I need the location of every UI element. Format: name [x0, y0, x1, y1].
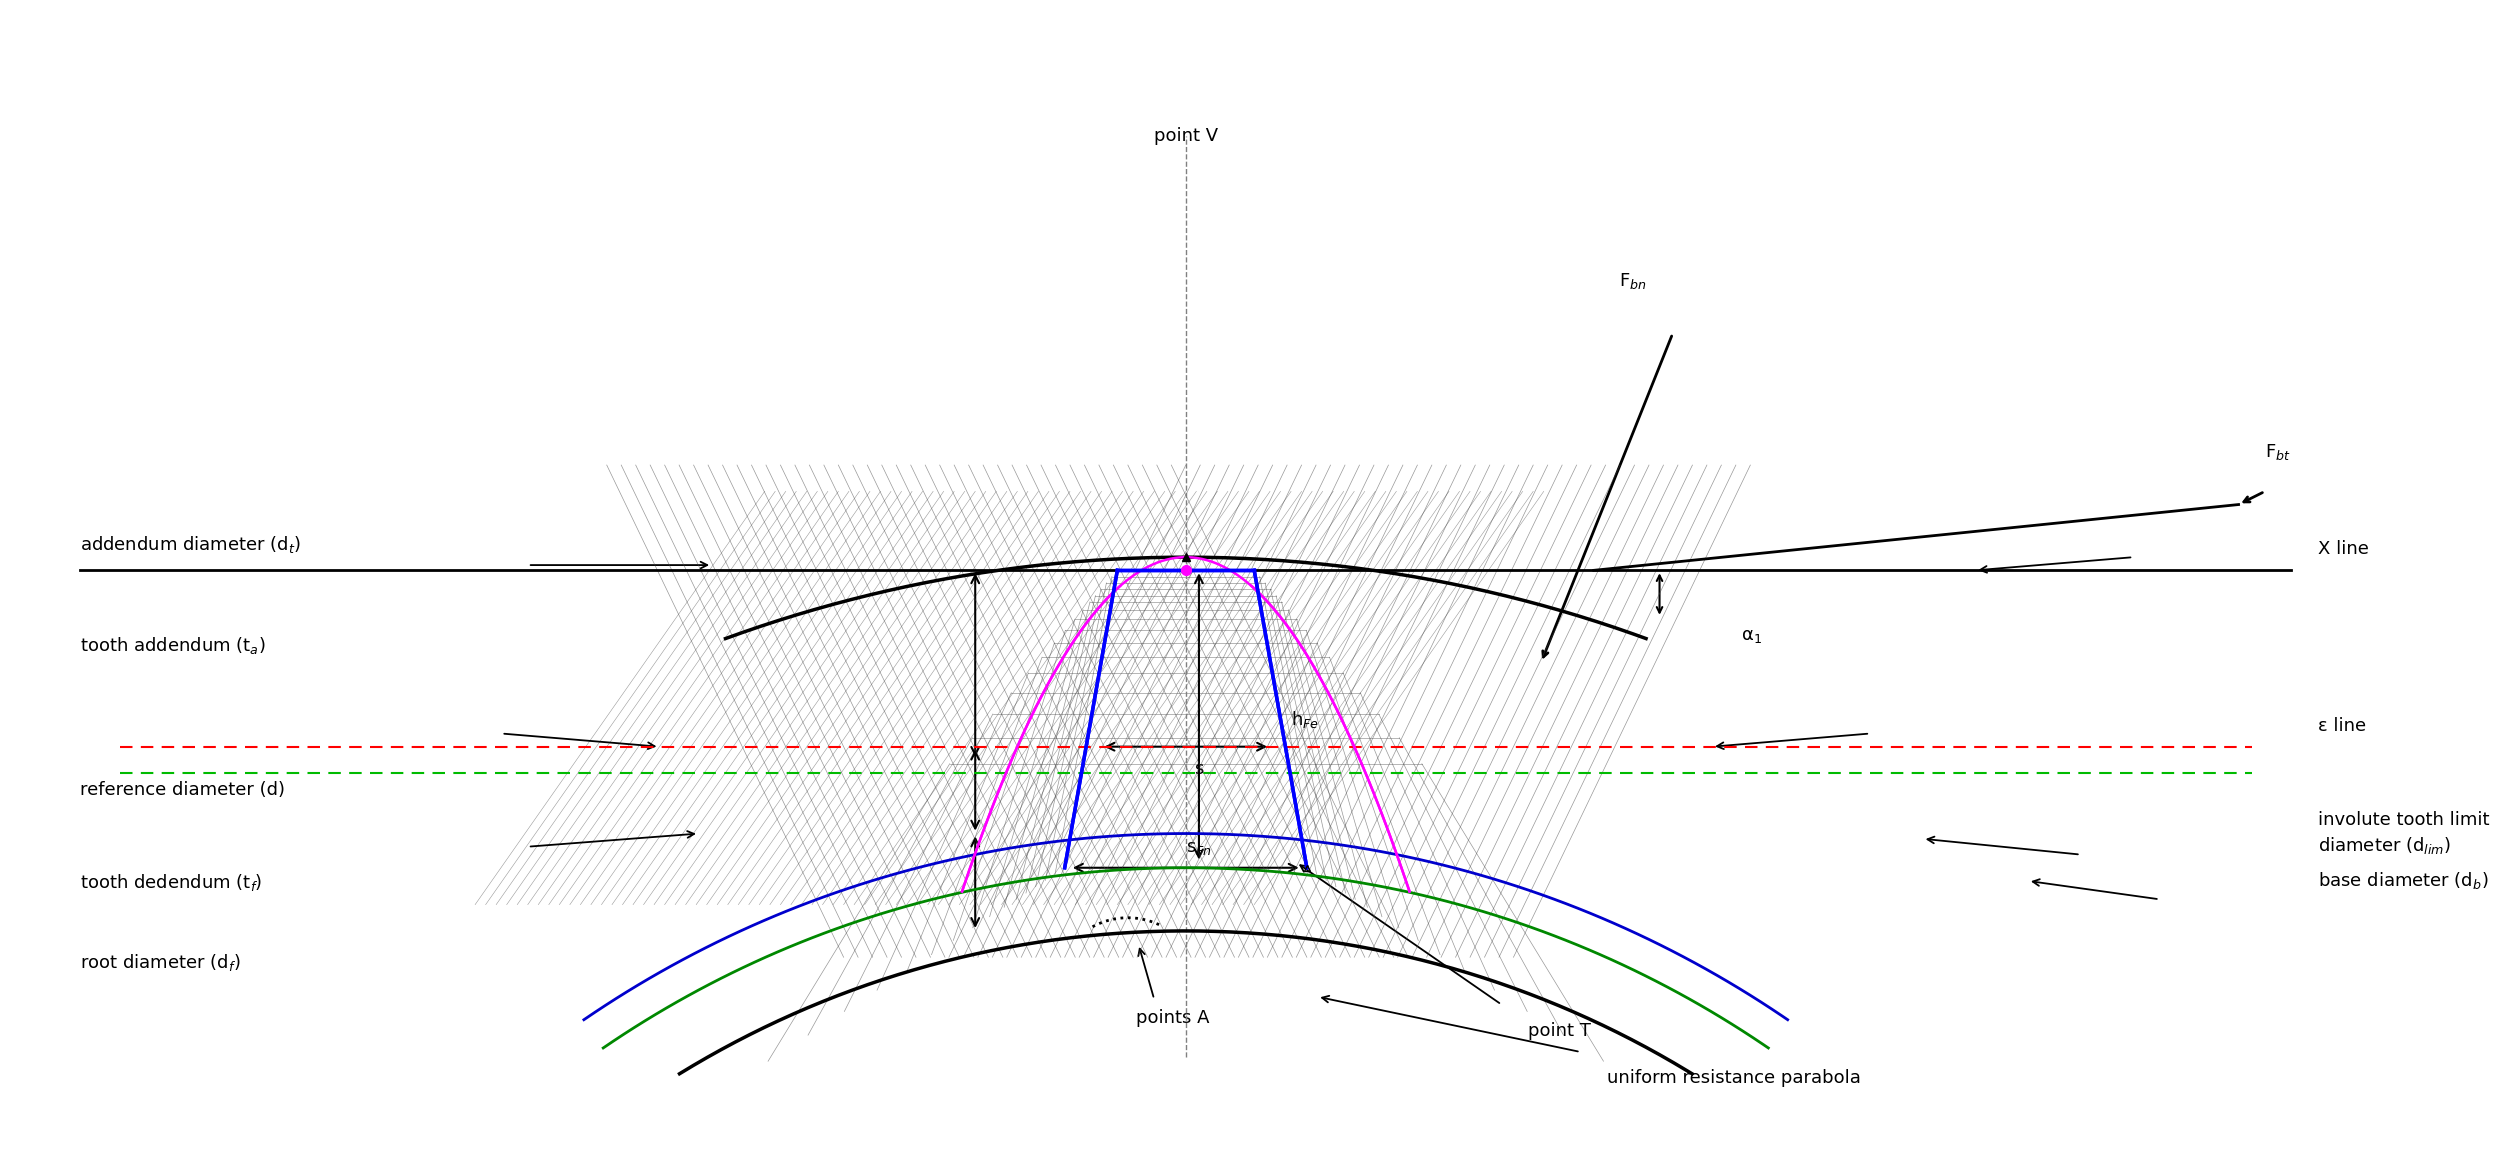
Text: uniform resistance parabola: uniform resistance parabola — [1608, 1069, 1860, 1088]
Text: tooth dedendum (t$_f$): tooth dedendum (t$_f$) — [80, 872, 262, 893]
Text: point V: point V — [1152, 127, 1218, 145]
Polygon shape — [1060, 571, 1312, 868]
Text: tooth addendum (t$_a$): tooth addendum (t$_a$) — [80, 635, 265, 656]
Text: base diameter (d$_b$): base diameter (d$_b$) — [2318, 871, 2488, 892]
Text: α$_1$: α$_1$ — [1740, 627, 1762, 645]
Text: X line: X line — [2318, 540, 2367, 558]
Text: point T: point T — [1528, 1022, 1590, 1040]
Text: s$_{Fn}$: s$_{Fn}$ — [1185, 839, 1212, 858]
Text: ε line: ε line — [2318, 717, 2365, 735]
Text: points A: points A — [1135, 1008, 1210, 1027]
Text: root diameter (d$_f$): root diameter (d$_f$) — [80, 952, 240, 973]
Text: F$_{bt}$: F$_{bt}$ — [2265, 442, 2290, 462]
Text: h$_{Fe}$: h$_{Fe}$ — [1290, 708, 1320, 729]
Text: involute tooth limit
diameter (d$_{lim}$): involute tooth limit diameter (d$_{lim}$… — [2318, 811, 2490, 857]
Text: F$_{bn}$: F$_{bn}$ — [1620, 271, 1648, 291]
Text: addendum diameter (d$_t$): addendum diameter (d$_t$) — [80, 533, 302, 554]
Text: reference diameter (d): reference diameter (d) — [80, 781, 285, 799]
Text: s: s — [1195, 760, 1202, 778]
